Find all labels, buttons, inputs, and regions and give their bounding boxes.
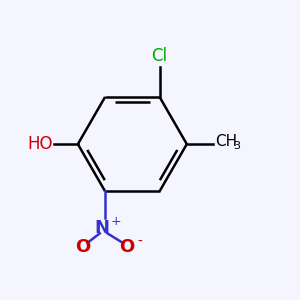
Text: -: - (137, 235, 142, 249)
Text: +: + (111, 215, 122, 228)
Text: O: O (75, 238, 91, 256)
Text: 3: 3 (233, 142, 240, 152)
Text: HO: HO (27, 135, 53, 153)
Text: O: O (120, 238, 135, 256)
Text: Cl: Cl (152, 47, 168, 65)
Text: N: N (95, 219, 110, 237)
Text: CH: CH (215, 134, 237, 149)
